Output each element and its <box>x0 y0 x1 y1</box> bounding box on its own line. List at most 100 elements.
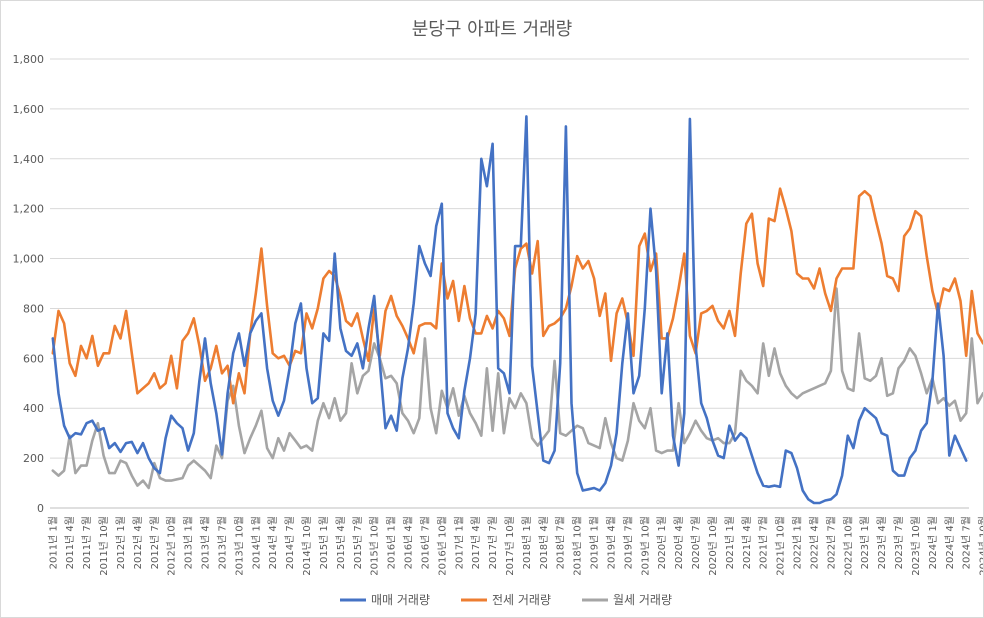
data-point <box>193 459 195 462</box>
data-point <box>333 252 336 255</box>
data-point <box>582 427 584 430</box>
data-point <box>80 464 82 467</box>
data-point <box>644 307 646 310</box>
data-point <box>886 275 888 277</box>
x-tick-label: 2013년 4월 <box>200 516 212 569</box>
series-line <box>51 287 983 490</box>
data-point <box>322 332 325 335</box>
data-point <box>548 325 550 327</box>
data-point <box>672 449 674 452</box>
data-point <box>920 372 922 375</box>
data-point <box>238 332 240 335</box>
data-point <box>221 372 223 375</box>
x-tick-label: 2017년 4월 <box>470 516 482 569</box>
data-point <box>164 382 167 385</box>
data-point <box>277 437 280 440</box>
data-point <box>807 390 810 392</box>
data-point <box>373 295 376 297</box>
data-point <box>322 402 325 405</box>
data-point <box>294 350 297 352</box>
data-point <box>914 355 917 357</box>
x-tick-label: 2022년 1월 <box>792 516 804 569</box>
data-point <box>424 337 426 340</box>
data-point <box>610 360 612 362</box>
data-point <box>52 337 54 340</box>
x-tick-label: 2011년 10월 <box>98 516 110 576</box>
data-point <box>147 487 150 489</box>
data-point <box>238 372 240 375</box>
y-tick-label: 1,800 <box>13 53 45 66</box>
data-point <box>384 377 387 380</box>
data-point <box>706 417 708 420</box>
data-point <box>339 327 342 330</box>
x-tick-label: 2023년 7월 <box>893 516 905 569</box>
data-point <box>317 397 319 400</box>
data-point <box>559 362 561 365</box>
series-line <box>51 187 983 405</box>
data-point <box>745 437 748 440</box>
data-point <box>108 352 110 355</box>
y-tick-label: 200 <box>23 452 44 465</box>
data-point <box>80 345 82 347</box>
data-point <box>660 337 663 340</box>
data-point <box>85 422 88 425</box>
data-point <box>187 464 189 467</box>
data-point <box>841 474 843 477</box>
data-point <box>683 442 686 444</box>
data-point <box>976 332 979 335</box>
data-point <box>587 442 590 444</box>
x-tick-label: 2024년 7월 <box>961 516 973 569</box>
data-point <box>328 340 330 342</box>
data-point <box>677 287 680 290</box>
data-point <box>875 375 877 377</box>
data-point <box>610 464 612 467</box>
data-point <box>892 277 894 280</box>
data-point <box>801 489 804 492</box>
data-point <box>796 272 798 275</box>
data-point <box>356 312 359 315</box>
data-point <box>525 402 528 405</box>
data-point <box>897 474 900 477</box>
data-point <box>260 247 263 250</box>
data-point <box>356 342 359 345</box>
data-point <box>672 317 674 320</box>
data-point <box>491 429 494 432</box>
data-point <box>863 407 866 410</box>
data-point <box>796 397 798 400</box>
data-point <box>52 469 54 472</box>
data-point <box>63 322 65 325</box>
data-point <box>486 367 488 370</box>
data-point <box>762 342 764 345</box>
data-point <box>97 429 99 432</box>
data-point <box>305 444 308 447</box>
data-point <box>548 462 550 464</box>
data-point <box>683 252 686 255</box>
data-point <box>91 335 94 337</box>
data-point <box>576 472 578 474</box>
data-point <box>390 295 392 297</box>
data-point <box>615 432 618 435</box>
data-point <box>300 302 302 305</box>
data-point <box>717 437 719 440</box>
data-point <box>559 432 561 435</box>
y-tick-label: 1,600 <box>13 103 45 116</box>
data-point <box>925 392 928 395</box>
data-point <box>615 312 618 315</box>
data-point <box>283 399 285 402</box>
data-point <box>266 447 268 449</box>
data-point <box>852 390 855 392</box>
x-tick-label: 2021년 10월 <box>775 516 787 576</box>
x-tick-label: 2015년 10월 <box>369 516 381 576</box>
data-point <box>717 454 719 457</box>
data-point <box>395 382 398 385</box>
y-tick-label: 800 <box>23 302 44 315</box>
data-point <box>508 397 511 400</box>
data-point <box>401 377 404 380</box>
data-point <box>131 474 133 477</box>
data-point <box>660 452 663 454</box>
data-point <box>520 245 522 247</box>
x-tick-label: 2019년 10월 <box>639 516 651 576</box>
data-point <box>852 267 855 270</box>
data-point <box>102 352 105 355</box>
data-point <box>570 285 573 287</box>
